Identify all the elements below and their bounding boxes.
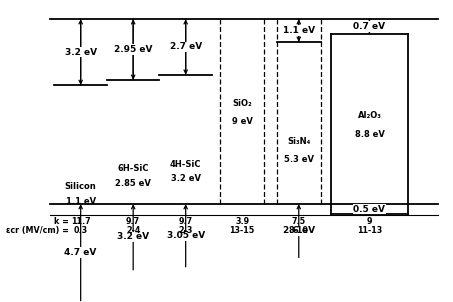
- Text: 3.2 eV: 3.2 eV: [171, 175, 201, 183]
- Text: 5.3 eV: 5.3 eV: [284, 156, 314, 164]
- Text: 2.6 eV: 2.6 eV: [283, 226, 315, 235]
- Text: 11-13: 11-13: [357, 226, 382, 235]
- Text: 3.2 eV: 3.2 eV: [65, 48, 97, 56]
- Text: 11.7: 11.7: [71, 217, 91, 226]
- Text: Si₃N₄: Si₃N₄: [287, 137, 310, 146]
- Text: 9: 9: [366, 217, 372, 226]
- Text: Al₂O₃: Al₂O₃: [357, 111, 381, 120]
- Text: SiO₂: SiO₂: [232, 99, 252, 108]
- Text: 6H-SiC: 6H-SiC: [117, 164, 149, 173]
- Text: 0.3: 0.3: [73, 226, 88, 235]
- Text: 9 eV: 9 eV: [232, 117, 253, 127]
- Text: 1.1 eV: 1.1 eV: [66, 197, 96, 206]
- Text: 7.5: 7.5: [292, 217, 306, 226]
- Text: 3.05 eV: 3.05 eV: [167, 231, 205, 240]
- Text: εcr (MV/cm) =: εcr (MV/cm) =: [6, 226, 68, 235]
- Text: 2.85 eV: 2.85 eV: [115, 178, 151, 188]
- Text: 8-10: 8-10: [289, 226, 308, 235]
- Text: 2.95 eV: 2.95 eV: [114, 45, 152, 54]
- Text: 8.8 eV: 8.8 eV: [355, 130, 385, 139]
- Text: 13-15: 13-15: [230, 226, 255, 235]
- Text: 3.9: 3.9: [235, 217, 249, 226]
- Text: 2-3: 2-3: [178, 226, 193, 235]
- Text: 2-4: 2-4: [126, 226, 140, 235]
- Text: 9.7: 9.7: [126, 217, 140, 226]
- Text: 2.7 eV: 2.7 eV: [169, 43, 202, 51]
- Text: 1.1 eV: 1.1 eV: [283, 26, 315, 35]
- Text: 9.7: 9.7: [178, 217, 193, 226]
- Text: 3.2 eV: 3.2 eV: [117, 233, 149, 242]
- Text: 4H-SiC: 4H-SiC: [170, 160, 202, 169]
- Text: 0.7 eV: 0.7 eV: [353, 22, 386, 31]
- Text: 0.5 eV: 0.5 eV: [353, 205, 386, 214]
- Text: k =: k =: [54, 217, 68, 226]
- Text: Silicon: Silicon: [65, 182, 96, 191]
- Text: 4.7 eV: 4.7 eV: [64, 248, 97, 257]
